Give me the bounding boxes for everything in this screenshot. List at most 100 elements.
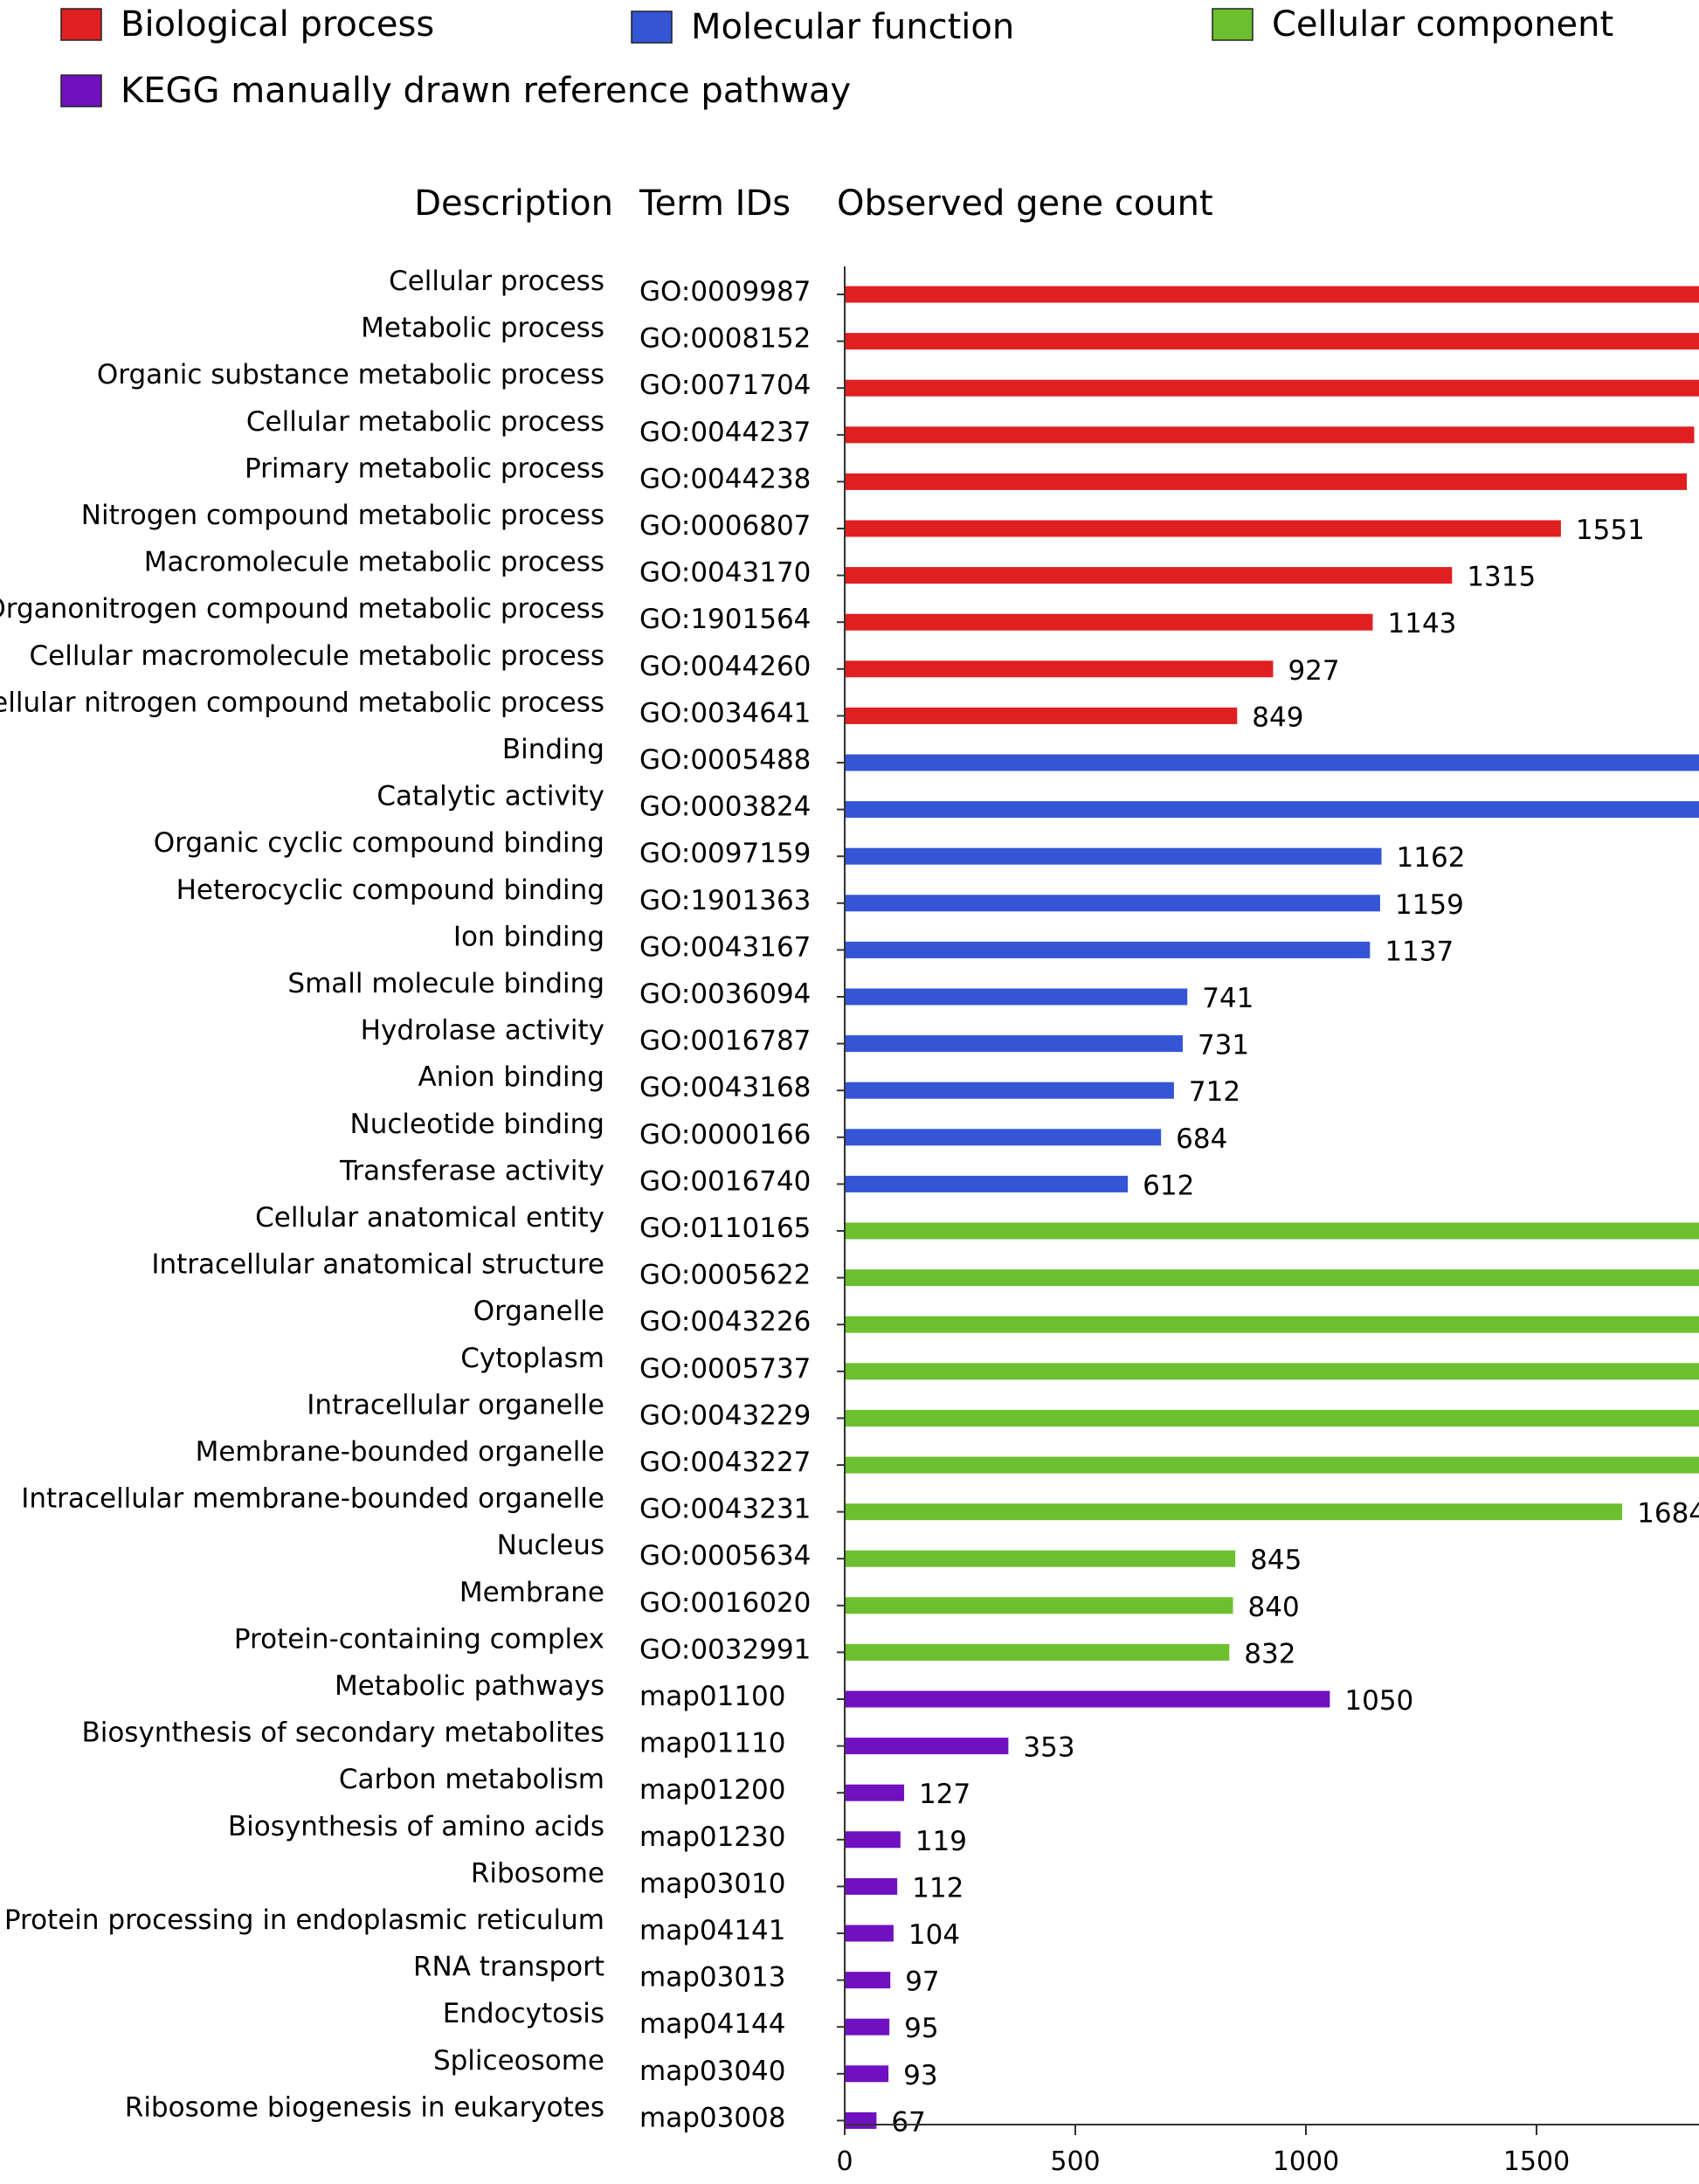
row-description-13: Heterocyclic compound binding: [176, 874, 604, 906]
bar-12: [846, 847, 1382, 865]
bar-1: [846, 333, 1699, 350]
row-term-id-13: GO:1901363: [639, 885, 811, 916]
row-description-10: Binding: [502, 734, 604, 765]
legend-label-0: Biological process: [121, 4, 434, 45]
bar-15: [846, 988, 1188, 1006]
x-tick-label-0: 0: [836, 2146, 853, 2177]
legend-swatch-0: [60, 8, 102, 41]
row-description-37: Endocytosis: [443, 1998, 604, 2029]
legend: Biological process Molecular function Cell…: [60, 4, 1613, 111]
row-term-id-23: GO:0005737: [639, 1353, 811, 1385]
bar-38: [846, 2065, 889, 2083]
bar-value-label-35: 104: [908, 1919, 960, 1951]
x-tick-label-2: 1000: [1273, 2146, 1339, 2177]
bar-value-label-31: 353: [1023, 1732, 1074, 1764]
row-term-id-31: map01110: [639, 1728, 786, 1759]
bar-value-label-7: 1143: [1388, 608, 1457, 639]
row-description-3: Cellular metabolic process: [246, 406, 604, 438]
bar-value-label-34: 112: [912, 1872, 963, 1904]
bar-27: [846, 1550, 1236, 1567]
x-axis: 0500100015002000250030003500: [836, 266, 1699, 2177]
row-description-0: Cellular process: [389, 266, 604, 297]
row-description-11: Catalytic activity: [376, 781, 604, 812]
row-description-32: Carbon metabolism: [339, 1764, 604, 1795]
row-description-15: Small molecule binding: [287, 968, 604, 999]
bar-value-label-19: 612: [1143, 1170, 1194, 1201]
row-description-16: Hydrolase activity: [361, 1015, 604, 1047]
row-description-18: Nucleotide binding: [350, 1109, 604, 1140]
bar-2: [846, 379, 1699, 397]
row-description-25: Membrane-bounded organelle: [196, 1436, 604, 1468]
row-term-id-25: GO:0043227: [639, 1447, 811, 1478]
row-description-29: Protein-containing complex: [234, 1623, 604, 1655]
legend-swatch-2: [1212, 8, 1254, 41]
row-description-20: Cellular anatomical entity: [255, 1202, 604, 1234]
bar-13: [846, 895, 1380, 912]
bar-34: [846, 1877, 898, 1895]
bar-18: [846, 1129, 1162, 1146]
row-term-id-36: map03013: [639, 1962, 786, 1994]
bar-value-label-30: 1050: [1344, 1685, 1413, 1717]
bar-26: [846, 1503, 1623, 1521]
row-description-22: Organelle: [473, 1296, 604, 1327]
bar-value-label-38: 93: [903, 2060, 937, 2091]
bar-29: [846, 1643, 1230, 1661]
bar-value-label-9: 849: [1252, 702, 1303, 733]
row-description-6: Macromolecule metabolic process: [144, 547, 604, 578]
bar-10: [846, 754, 1699, 771]
row-term-id-32: map01200: [639, 1774, 786, 1806]
bar-11: [846, 801, 1699, 819]
row-term-id-11: GO:0003824: [639, 791, 811, 823]
bar-value-label-28: 840: [1248, 1592, 1300, 1623]
row-term-id-9: GO:0034641: [639, 697, 811, 729]
bar-19: [846, 1175, 1129, 1192]
chart-rows: Cellular processGO:00099872865Metabolic …: [0, 266, 1699, 2138]
bar-37: [846, 2018, 890, 2035]
bar-value-label-16: 731: [1198, 1030, 1249, 1061]
bar-33: [846, 1831, 901, 1849]
row-term-id-2: GO:0071704: [639, 370, 811, 401]
bar-39: [846, 2111, 877, 2129]
row-description-17: Anion binding: [418, 1061, 605, 1093]
row-description-9: Cellular nitrogen compound metabolic pro…: [0, 687, 604, 718]
row-term-id-12: GO:0097159: [639, 838, 811, 869]
row-term-id-4: GO:0044238: [639, 463, 811, 494]
bar-value-label-6: 1315: [1467, 562, 1536, 593]
row-description-39: Ribosome biogenesis in eukaryotes: [125, 2091, 604, 2123]
row-term-id-6: GO:0043170: [639, 557, 811, 589]
row-term-id-16: GO:0016787: [639, 1026, 811, 1057]
row-term-id-27: GO:0005634: [639, 1540, 811, 1572]
bar-22: [846, 1316, 1699, 1333]
row-description-23: Cytoplasm: [460, 1343, 604, 1374]
bar-4: [846, 473, 1688, 490]
row-term-id-3: GO:0044237: [639, 417, 811, 448]
bar-5: [846, 520, 1561, 537]
bar-value-label-14: 1137: [1385, 936, 1454, 967]
bar-value-label-26: 1684: [1637, 1498, 1699, 1530]
legend-swatch-1: [631, 10, 673, 44]
row-description-19: Transferase activity: [339, 1155, 604, 1186]
row-description-35: Protein processing in endoplasmic reticu…: [4, 1904, 604, 1936]
bar-value-label-37: 95: [904, 2013, 938, 2044]
row-description-33: Biosynthesis of amino acids: [228, 1811, 604, 1842]
bar-16: [846, 1035, 1183, 1053]
bar-value-label-32: 127: [919, 1779, 970, 1810]
bar-36: [846, 1972, 891, 1989]
bar-20: [846, 1222, 1699, 1240]
row-term-id-5: GO:0006807: [639, 510, 811, 542]
row-description-24: Intracellular organelle: [307, 1389, 604, 1420]
row-description-5: Nitrogen compound metabolic process: [81, 500, 604, 531]
bar-6: [846, 567, 1453, 584]
bar-24: [846, 1409, 1699, 1427]
row-description-26: Intracellular membrane-bounded organelle: [21, 1483, 604, 1515]
row-description-7: Organonitrogen compound metabolic proces…: [0, 593, 604, 625]
row-description-34: Ribosome: [471, 1857, 604, 1889]
row-term-id-19: GO:0016740: [639, 1165, 811, 1197]
bar-35: [846, 1925, 894, 1942]
bar-31: [846, 1738, 1009, 1755]
legend-swatch-3: [60, 74, 102, 107]
row-description-8: Cellular macromolecule metabolic process: [30, 640, 604, 672]
row-description-4: Primary metabolic process: [245, 453, 604, 484]
row-description-30: Metabolic pathways: [335, 1670, 604, 1702]
row-description-1: Metabolic process: [361, 313, 604, 344]
